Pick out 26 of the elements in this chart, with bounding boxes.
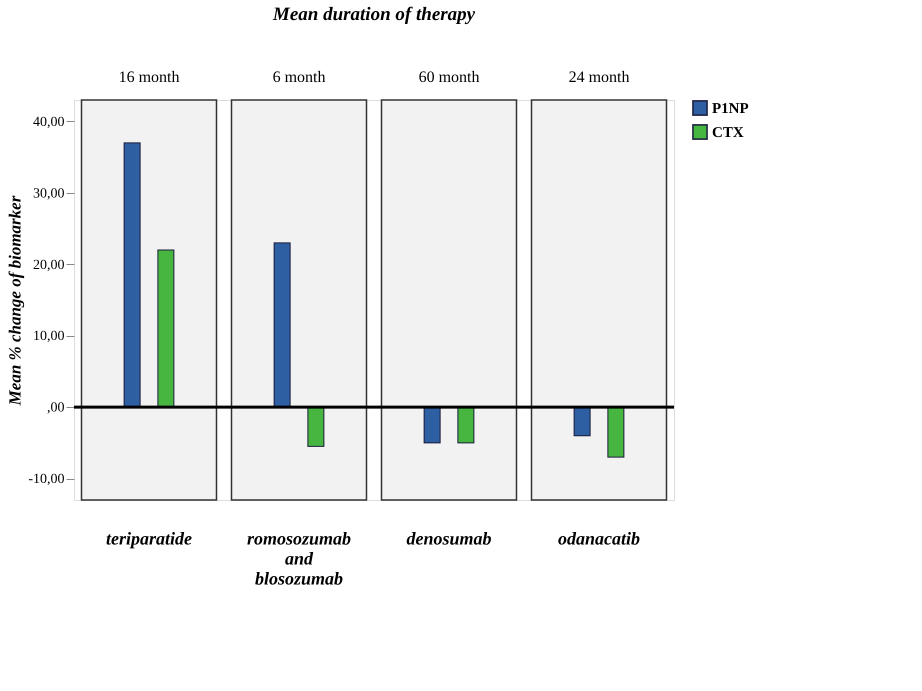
legend-label: P1NP <box>712 101 749 117</box>
bar <box>274 242 291 408</box>
bar <box>124 142 141 408</box>
y-tick-label: 10,00 <box>33 329 64 344</box>
text: 60 month <box>418 69 480 86</box>
y-tick-label: 40,00 <box>33 114 64 130</box>
chart-title: Mean duration of therapy <box>272 4 476 25</box>
x-tick-label: romosozumab and blosozumab <box>246 528 352 588</box>
text: 6 month <box>272 69 326 86</box>
y-tick-label: -10,00 <box>28 472 64 488</box>
x-tick-label: denosumab <box>406 528 492 548</box>
x-tick-label: odanacatib <box>558 528 640 548</box>
bar <box>574 406 591 436</box>
bar <box>157 250 174 408</box>
bar <box>307 406 324 447</box>
bar <box>424 406 441 444</box>
bar <box>607 406 624 458</box>
bar <box>457 406 474 444</box>
y-axis-title: Mean % change of biomarker <box>5 195 24 406</box>
text: 24 month <box>568 69 630 86</box>
y-tick-label: ,00 <box>47 400 64 416</box>
x-tick-label: teriparatide <box>106 528 192 548</box>
text: 16 month <box>118 69 180 86</box>
legend-label: CTX <box>712 125 744 141</box>
y-tick-label: 20,00 <box>33 258 64 273</box>
y-tick-label: 30,00 <box>33 186 64 202</box>
